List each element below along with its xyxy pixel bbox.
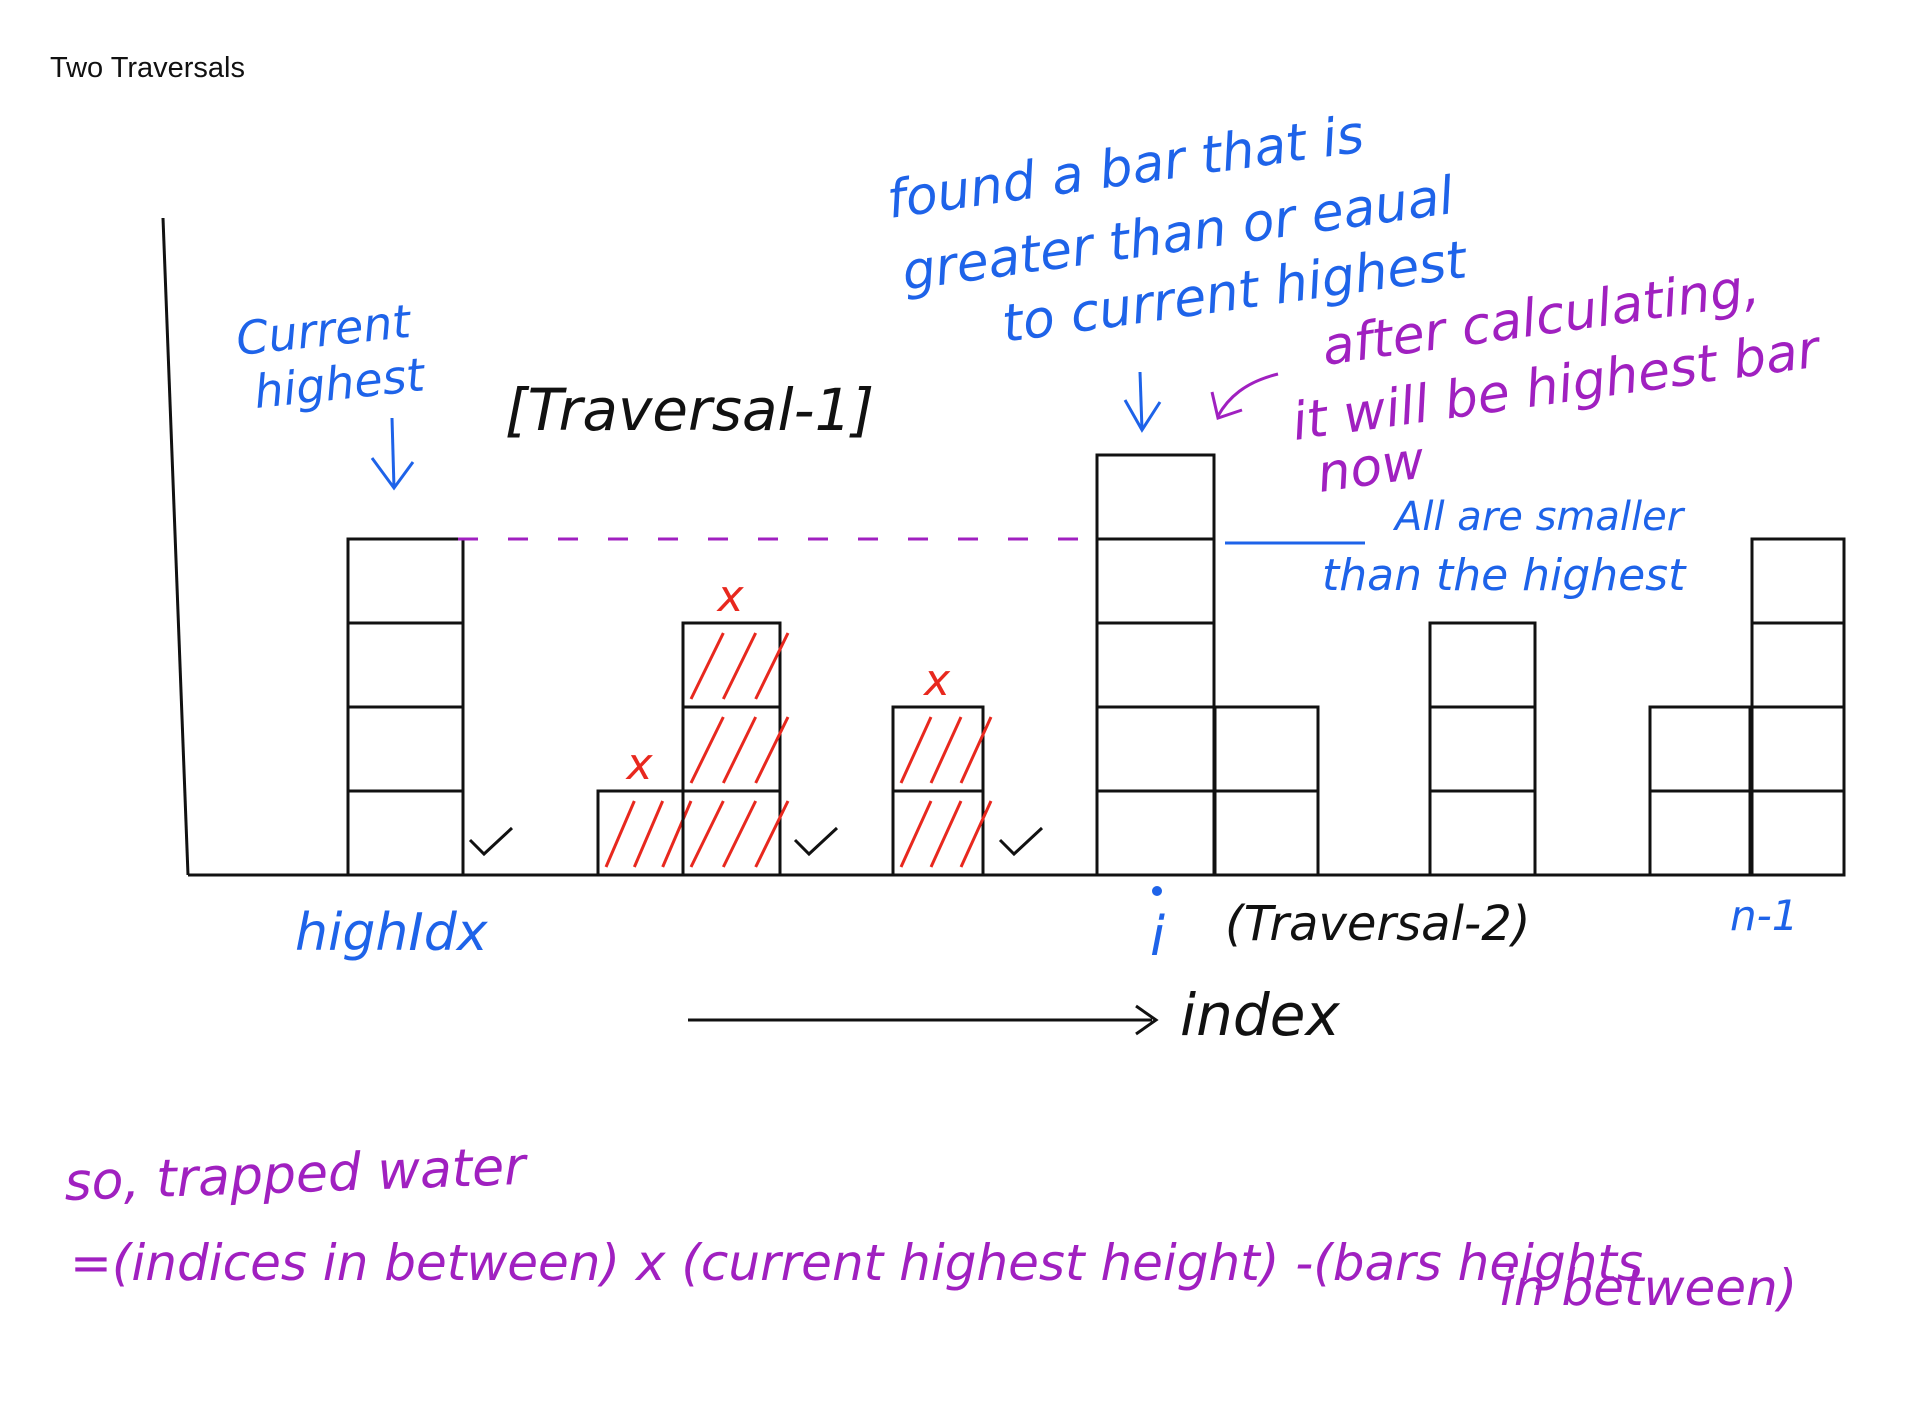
hatch-stroke — [689, 800, 725, 868]
bar — [596, 789, 685, 877]
hatch-stroke — [959, 716, 993, 784]
bar — [681, 621, 782, 877]
bar — [1428, 621, 1537, 877]
hatch-stroke — [754, 800, 790, 868]
hatch-stroke — [689, 632, 725, 700]
check-mark-icon — [468, 826, 514, 857]
hatch-stroke — [721, 800, 758, 868]
x-mark-icon: x — [922, 655, 951, 706]
hatch-stroke — [632, 800, 665, 868]
found-bar-arrow-icon — [1123, 371, 1162, 433]
hatch-stroke — [929, 716, 963, 784]
all-smaller-label-line2: than the highest — [1322, 550, 1687, 601]
after-calc-label-line3: now — [1313, 430, 1428, 504]
hatch-stroke — [929, 800, 963, 868]
traversal-1-label: [Traversal-1] — [505, 376, 874, 444]
check-mark-icon — [998, 826, 1044, 857]
i-label: i — [1150, 905, 1165, 968]
check-mark-icon — [793, 826, 839, 857]
x-mark-icon: x — [716, 571, 745, 622]
hatch-stroke — [721, 632, 758, 700]
hatch-stroke — [604, 800, 636, 868]
y-axis — [161, 217, 190, 876]
x-mark-icon: x — [625, 739, 654, 790]
after-calc-arrow-icon — [1210, 372, 1279, 420]
formula-line1: so, trapped water — [63, 1137, 530, 1213]
formula-line3: in between) — [1500, 1259, 1797, 1317]
hatch-stroke — [899, 716, 933, 784]
hatch-stroke — [689, 716, 725, 784]
hatch-stroke — [754, 716, 790, 784]
bars-group: x x x — [346, 453, 1846, 877]
hatch-stroke — [899, 800, 933, 868]
n-minus-1-label: n-1 — [1730, 891, 1799, 940]
traversal-2-label: (Traversal-2) — [1225, 896, 1530, 952]
hatch-stroke — [754, 632, 790, 700]
high-idx-label: highIdx — [295, 903, 489, 963]
formula-line2: =(indices in between) x (current highest… — [70, 1234, 1643, 1292]
hatch-stroke — [661, 800, 693, 868]
bar — [1095, 453, 1216, 877]
all-smaller-label-line1: All are smaller — [1392, 494, 1686, 540]
hatch-stroke — [959, 800, 993, 868]
index-arrow-icon — [688, 1004, 1159, 1036]
current-highest-arrow-icon — [370, 417, 415, 491]
i-dot — [1152, 886, 1162, 896]
index-label: index — [1180, 981, 1340, 1049]
hatch-stroke — [721, 716, 758, 784]
page-title: Two Traversals — [50, 52, 245, 84]
